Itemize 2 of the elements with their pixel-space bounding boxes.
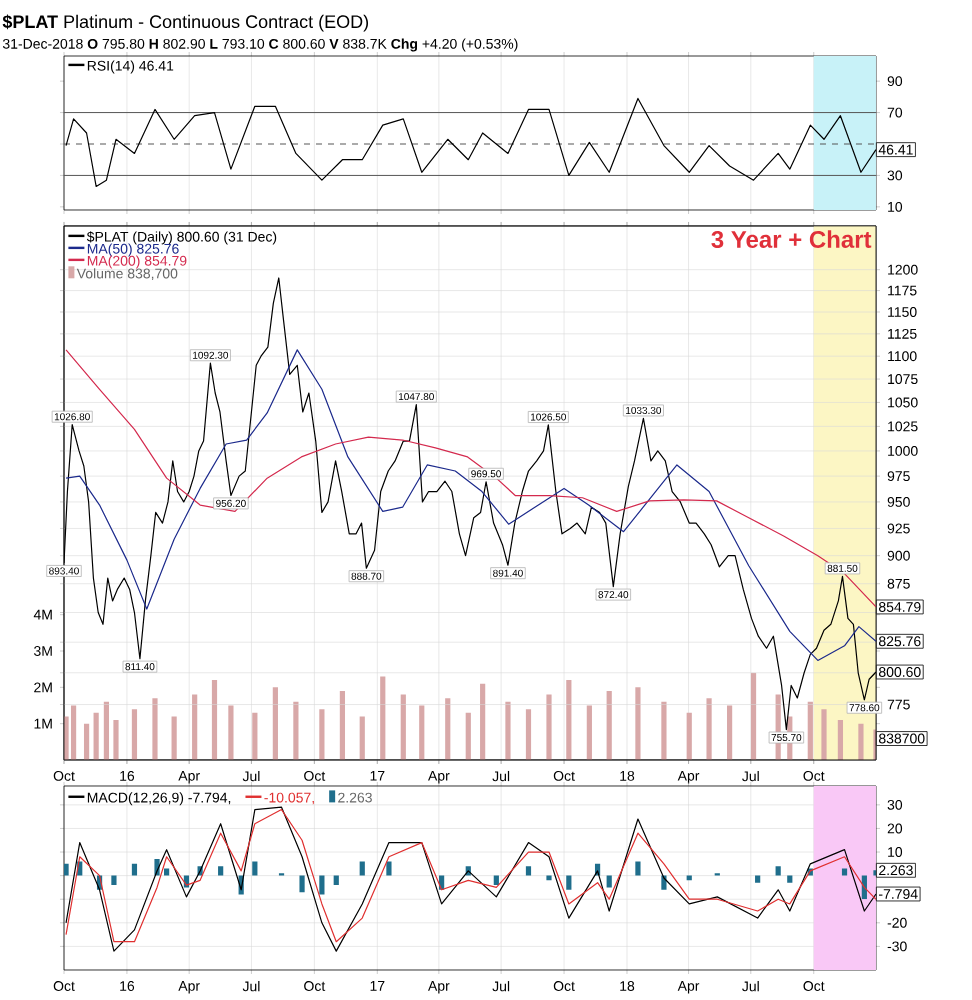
annotation: 3 Year + Chart [711, 230, 872, 248]
chart-title: $PLAT Platinum - Continuous Contract (EOD) [2, 14, 369, 32]
